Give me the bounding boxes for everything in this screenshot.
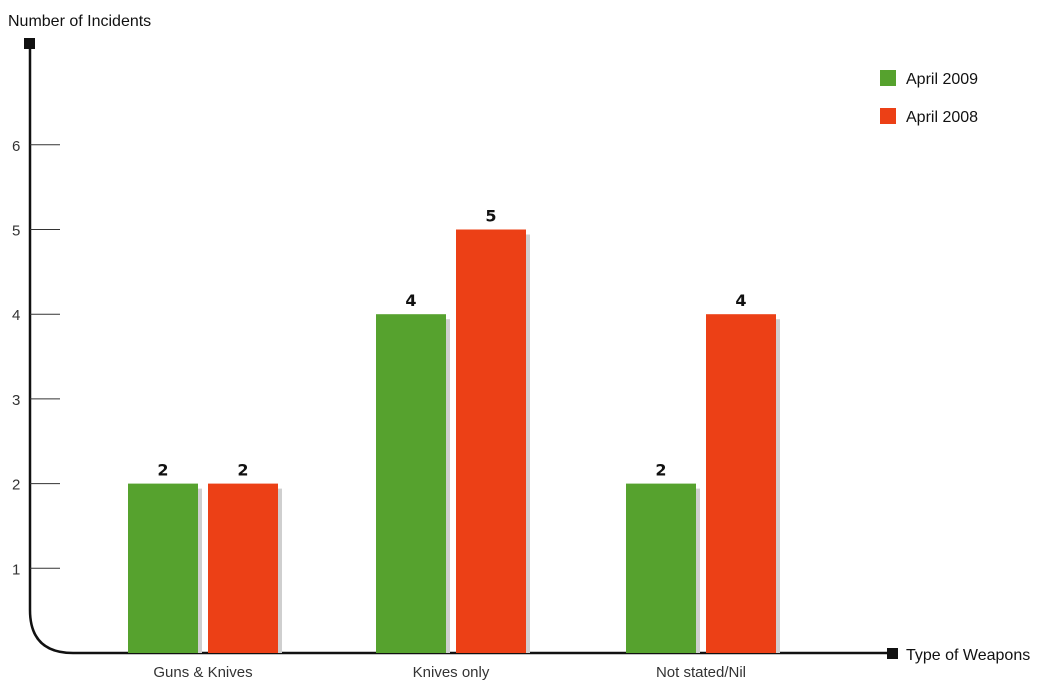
y-tick-label: 1	[12, 561, 20, 578]
legend-label: April 2008	[906, 109, 978, 126]
legend-label: April 2009	[906, 71, 978, 88]
y-axis-end-marker	[24, 38, 35, 49]
y-axis-ticks: 1 2 3 4 5 6	[12, 138, 60, 578]
y-tick-label: 2	[12, 477, 20, 494]
bar-value-label: 5	[485, 207, 496, 226]
y-tick-label: 4	[12, 307, 20, 324]
x-axis-end-marker	[887, 648, 898, 659]
bar	[128, 483, 198, 653]
legend-swatch	[880, 70, 896, 86]
bar-value-label: 2	[655, 461, 666, 480]
legend-swatch	[880, 108, 896, 124]
x-axis-labels: Guns & Knives Knives only Not stated/Nil	[153, 664, 746, 681]
bar	[376, 314, 446, 653]
legend: April 2009 April 2008	[880, 70, 978, 126]
y-tick-label: 3	[12, 392, 20, 409]
bar-value-label: 4	[735, 291, 746, 310]
y-tick-label: 6	[12, 138, 20, 155]
bar	[208, 483, 278, 653]
x-axis-title: Type of Weapons	[906, 647, 1030, 664]
bar	[706, 314, 776, 653]
x-tick-label: Knives only	[413, 664, 490, 681]
bar	[626, 483, 696, 653]
bars: 2 2 4 5 2 4	[128, 207, 780, 653]
axis-line	[28, 45, 890, 655]
bar-value-label: 2	[237, 461, 248, 480]
bar-value-label: 4	[405, 291, 416, 310]
bar	[456, 229, 526, 653]
x-tick-label: Not stated/Nil	[656, 664, 746, 681]
bar-value-label: 2	[157, 461, 168, 480]
x-tick-label: Guns & Knives	[153, 664, 252, 681]
y-axis-title: Number of Incidents	[8, 13, 151, 30]
y-tick-label: 5	[12, 223, 20, 240]
